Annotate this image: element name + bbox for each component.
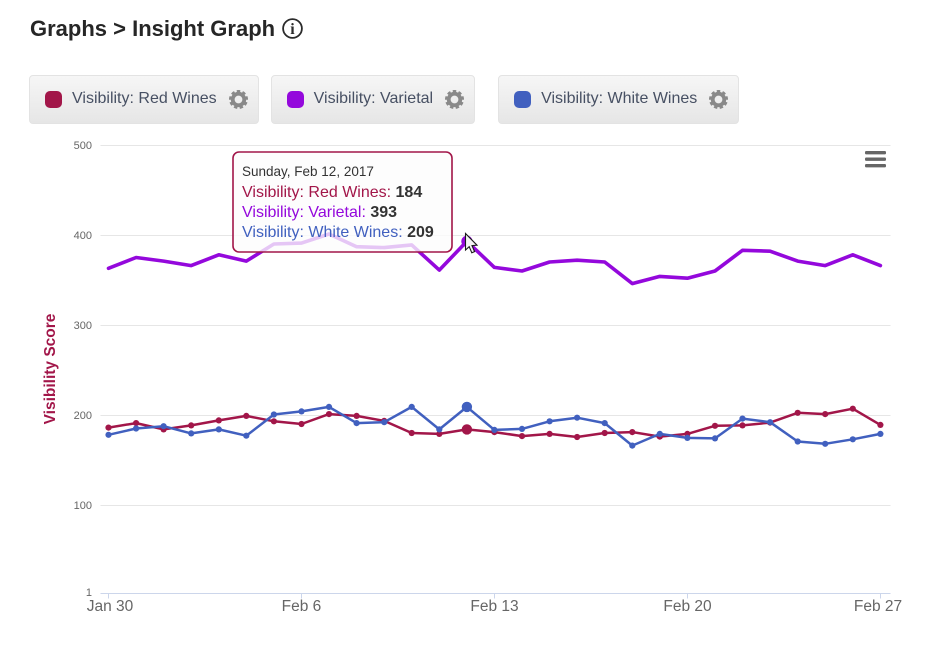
- svg-text:Feb 20: Feb 20: [663, 598, 712, 615]
- svg-text:i: i: [290, 21, 295, 38]
- svg-text:100: 100: [74, 500, 92, 512]
- svg-text:Feb 27: Feb 27: [854, 598, 902, 615]
- svg-text:400: 400: [74, 230, 92, 242]
- svg-text:Visibility Score: Visibility Score: [42, 313, 59, 424]
- svg-text:Feb 6: Feb 6: [282, 598, 322, 615]
- svg-text:500: 500: [74, 140, 92, 152]
- svg-text:Visibility: Red Wines: 184: Visibility: Red Wines: 184: [242, 184, 422, 201]
- svg-text:Visibility: White Wines: 209: Visibility: White Wines: 209: [242, 224, 434, 241]
- svg-text:Feb 13: Feb 13: [470, 598, 518, 615]
- svg-text:1: 1: [86, 587, 92, 599]
- svg-text:Sunday, Feb 12, 2017: Sunday, Feb 12, 2017: [242, 164, 374, 179]
- svg-text:Visibility: Varietal: 393: Visibility: Varietal: 393: [242, 204, 397, 221]
- svg-text:200: 200: [74, 410, 92, 422]
- svg-text:300: 300: [74, 320, 92, 332]
- svg-text:Jan 30: Jan 30: [87, 598, 134, 615]
